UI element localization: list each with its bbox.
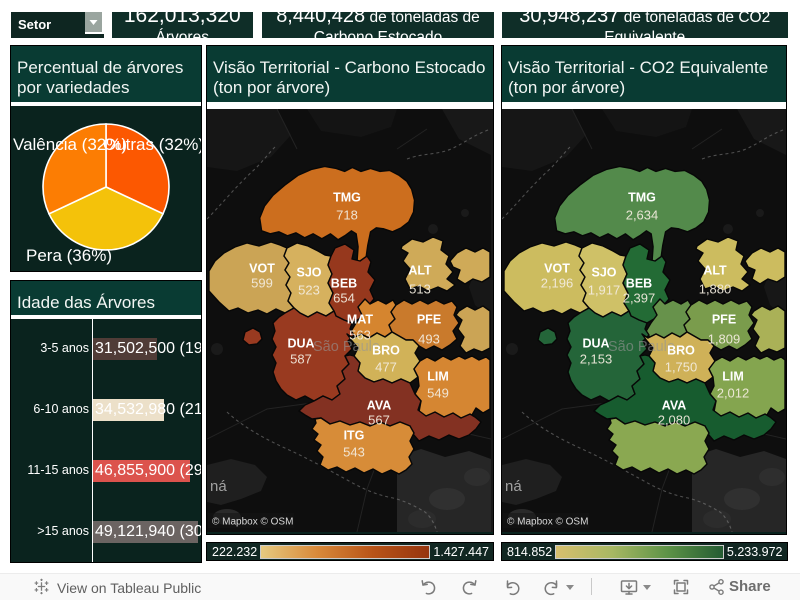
svg-text:543: 543 — [343, 445, 365, 460]
svg-text:718: 718 — [336, 208, 358, 223]
svg-text:1,750: 1,750 — [665, 360, 698, 375]
svg-text:BRO: BRO — [372, 344, 400, 358]
svg-text:ná: ná — [505, 478, 522, 495]
svg-text:BEB: BEB — [331, 277, 357, 291]
svg-text:DUA: DUA — [287, 337, 314, 351]
svg-text:BRO: BRO — [667, 344, 695, 358]
svg-text:LIM: LIM — [722, 370, 744, 384]
svg-text:549: 549 — [427, 386, 449, 401]
svg-text:TMG: TMG — [333, 191, 361, 205]
svg-text:DUA: DUA — [582, 337, 609, 351]
svg-text:1,917: 1,917 — [588, 283, 621, 298]
svg-text:1,880: 1,880 — [699, 282, 732, 297]
svg-text:TMG: TMG — [628, 191, 656, 205]
svg-text:São Paulo: São Paulo — [313, 339, 380, 355]
svg-text:AVA: AVA — [662, 399, 687, 413]
svg-text:© Mapbox © OSM: © Mapbox © OSM — [212, 517, 293, 528]
svg-text:BEB: BEB — [626, 277, 652, 291]
svg-text:ná: ná — [210, 478, 227, 495]
svg-text:LIM: LIM — [427, 370, 449, 384]
svg-text:2,012: 2,012 — [717, 386, 750, 401]
svg-text:599: 599 — [251, 276, 273, 291]
svg-text:2,196: 2,196 — [541, 276, 574, 291]
svg-text:1,809: 1,809 — [708, 332, 741, 347]
svg-text:2,153: 2,153 — [580, 352, 613, 367]
svg-text:© Mapbox © OSM: © Mapbox © OSM — [507, 517, 588, 528]
svg-text:MAT: MAT — [347, 313, 374, 327]
svg-text:523: 523 — [298, 283, 320, 298]
svg-text:PFE: PFE — [417, 313, 441, 327]
svg-text:477: 477 — [375, 360, 397, 375]
svg-text:VOT: VOT — [249, 262, 275, 276]
svg-text:ITG: ITG — [344, 429, 365, 443]
svg-text:2,397: 2,397 — [623, 291, 656, 306]
svg-text:493: 493 — [418, 332, 440, 347]
svg-text:2,080: 2,080 — [658, 413, 691, 428]
svg-text:2,634: 2,634 — [626, 208, 659, 223]
svg-text:513: 513 — [409, 282, 431, 297]
svg-text:ALT: ALT — [703, 264, 727, 278]
svg-text:ALT: ALT — [408, 264, 432, 278]
svg-text:PFE: PFE — [712, 313, 736, 327]
svg-text:567: 567 — [368, 413, 390, 428]
svg-text:563: 563 — [349, 328, 371, 343]
svg-text:VOT: VOT — [544, 262, 570, 276]
svg-text:654: 654 — [333, 291, 355, 306]
svg-text:AVA: AVA — [367, 399, 392, 413]
svg-text:SJO: SJO — [296, 266, 321, 280]
svg-text:587: 587 — [290, 352, 312, 367]
svg-text:São Paulo: São Paulo — [608, 339, 675, 355]
svg-text:SJO: SJO — [591, 266, 616, 280]
